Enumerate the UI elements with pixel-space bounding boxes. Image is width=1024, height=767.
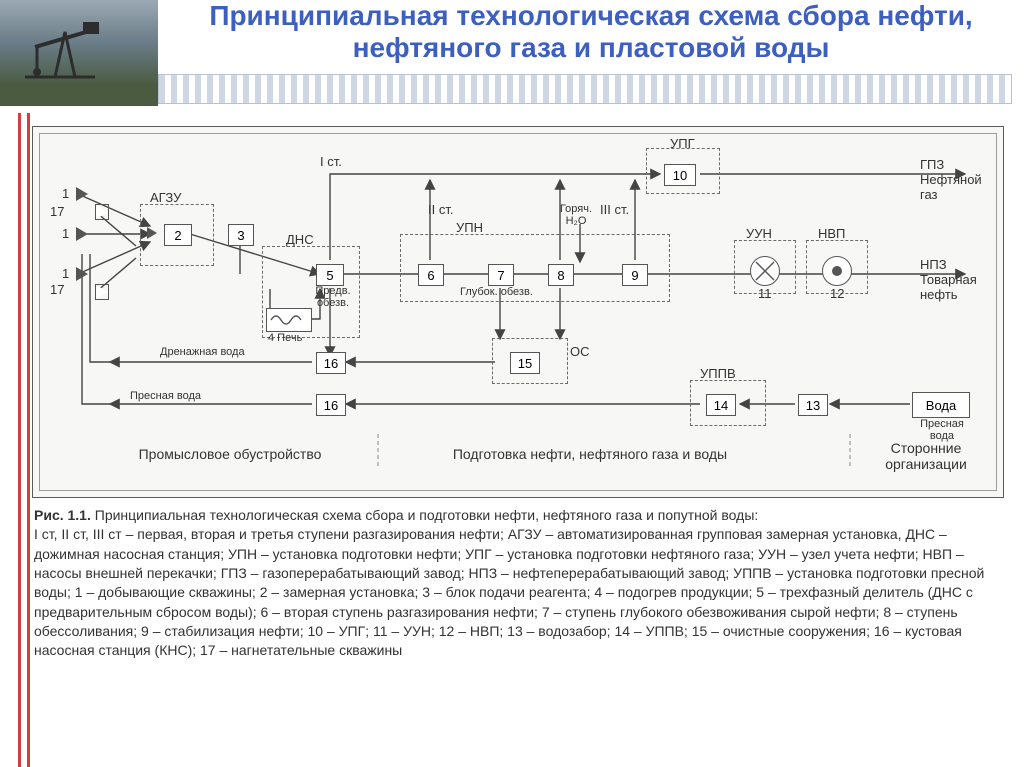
header-photo xyxy=(0,0,158,106)
lbl-1b: 1 xyxy=(62,226,69,241)
box-3: 3 xyxy=(228,224,254,246)
lbl-predv: Предв. обезв. xyxy=(308,286,358,309)
page-title: Принципиальная технологическая схема сбо… xyxy=(170,0,1012,64)
header: Принципиальная технологическая схема сбо… xyxy=(0,0,1024,110)
lbl-st3: III ст. xyxy=(600,202,629,217)
box-15: 15 xyxy=(510,352,540,374)
lbl-17a: 17 xyxy=(50,204,64,219)
heater-icon xyxy=(269,312,309,328)
box-2: 2 xyxy=(164,224,192,246)
lbl-presn: Пресная вода xyxy=(130,390,201,402)
well-icon xyxy=(76,227,88,241)
box-5: 5 xyxy=(316,264,344,286)
schema-frame: 1 1 1 17 17 АГЗУ 2 3 ДНС I ст. 5 4 Печь … xyxy=(32,126,1004,498)
wires xyxy=(40,134,996,490)
box-7: 7 xyxy=(488,264,514,286)
well-icon xyxy=(76,187,88,201)
vertical-rule xyxy=(18,113,30,767)
zone-1: Промысловое обустройство xyxy=(120,446,340,462)
lbl-upn: УПН xyxy=(456,220,483,235)
lbl-12: 12 xyxy=(830,286,844,301)
lbl-upg: УПГ xyxy=(670,136,695,151)
schema-inner: 1 1 1 17 17 АГЗУ 2 3 ДНС I ст. 5 4 Печь … xyxy=(39,133,997,491)
lbl-11: 11 xyxy=(758,286,772,301)
meter-icon xyxy=(750,256,780,286)
lbl-dren: Дренажная вода xyxy=(160,346,245,358)
lbl-17b: 17 xyxy=(50,282,64,297)
lbl-h2o: Горяч. H₂O xyxy=(552,204,600,227)
agzu-tri-icon xyxy=(147,227,157,239)
inj-well-icon xyxy=(96,205,108,219)
zone-3: Сторонние организации xyxy=(866,440,986,472)
lbl-st2: II ст. xyxy=(428,202,453,217)
box-14: 14 xyxy=(706,394,736,416)
box-9: 9 xyxy=(622,264,648,286)
box-voda: Вода xyxy=(912,392,970,418)
zone-2: Подготовка нефти, нефтяного газа и воды xyxy=(400,446,780,462)
caption-title: Принципиальная технологическая схема сбо… xyxy=(95,507,759,523)
lbl-1c: 1 xyxy=(62,266,69,281)
lbl-presn2: Пресная вода xyxy=(912,418,972,442)
pump-icon xyxy=(822,256,852,286)
box-8: 8 xyxy=(548,264,574,286)
lbl-nvp: НВП xyxy=(818,226,845,241)
pumpjack-icon xyxy=(15,12,105,82)
box-13: 13 xyxy=(798,394,828,416)
box-6: 6 xyxy=(418,264,444,286)
lbl-st1: I ст. xyxy=(320,154,342,169)
box-4 xyxy=(266,308,312,332)
caption-head: Рис. 1.1. xyxy=(34,507,91,523)
box-16b: 16 xyxy=(316,394,346,416)
lbl-uppv: УППВ xyxy=(700,366,736,381)
well-icon xyxy=(76,267,88,281)
box-16a: 16 xyxy=(316,352,346,374)
lbl-uun: УУН xyxy=(746,226,772,241)
box-10: 10 xyxy=(664,164,696,186)
header-stripe xyxy=(158,74,1012,104)
lbl-glub: Глубок. обезв. xyxy=(460,286,533,298)
caption: Рис. 1.1. Принципиальная технологическая… xyxy=(34,506,1006,661)
lbl-dns: ДНС xyxy=(286,232,314,247)
lbl-1a: 1 xyxy=(62,186,69,201)
lbl-npz: НПЗ Товарная нефть xyxy=(920,258,992,303)
inj-well-icon xyxy=(96,285,108,299)
lbl-os: ОС xyxy=(570,344,590,359)
lbl-pech: 4 Печь xyxy=(268,332,302,344)
lbl-gpz: ГПЗ Нефтяной газ xyxy=(920,158,992,203)
caption-body: I ст, II ст, III ст – первая, вторая и т… xyxy=(34,526,984,658)
lbl-agzu: АГЗУ xyxy=(150,190,181,205)
